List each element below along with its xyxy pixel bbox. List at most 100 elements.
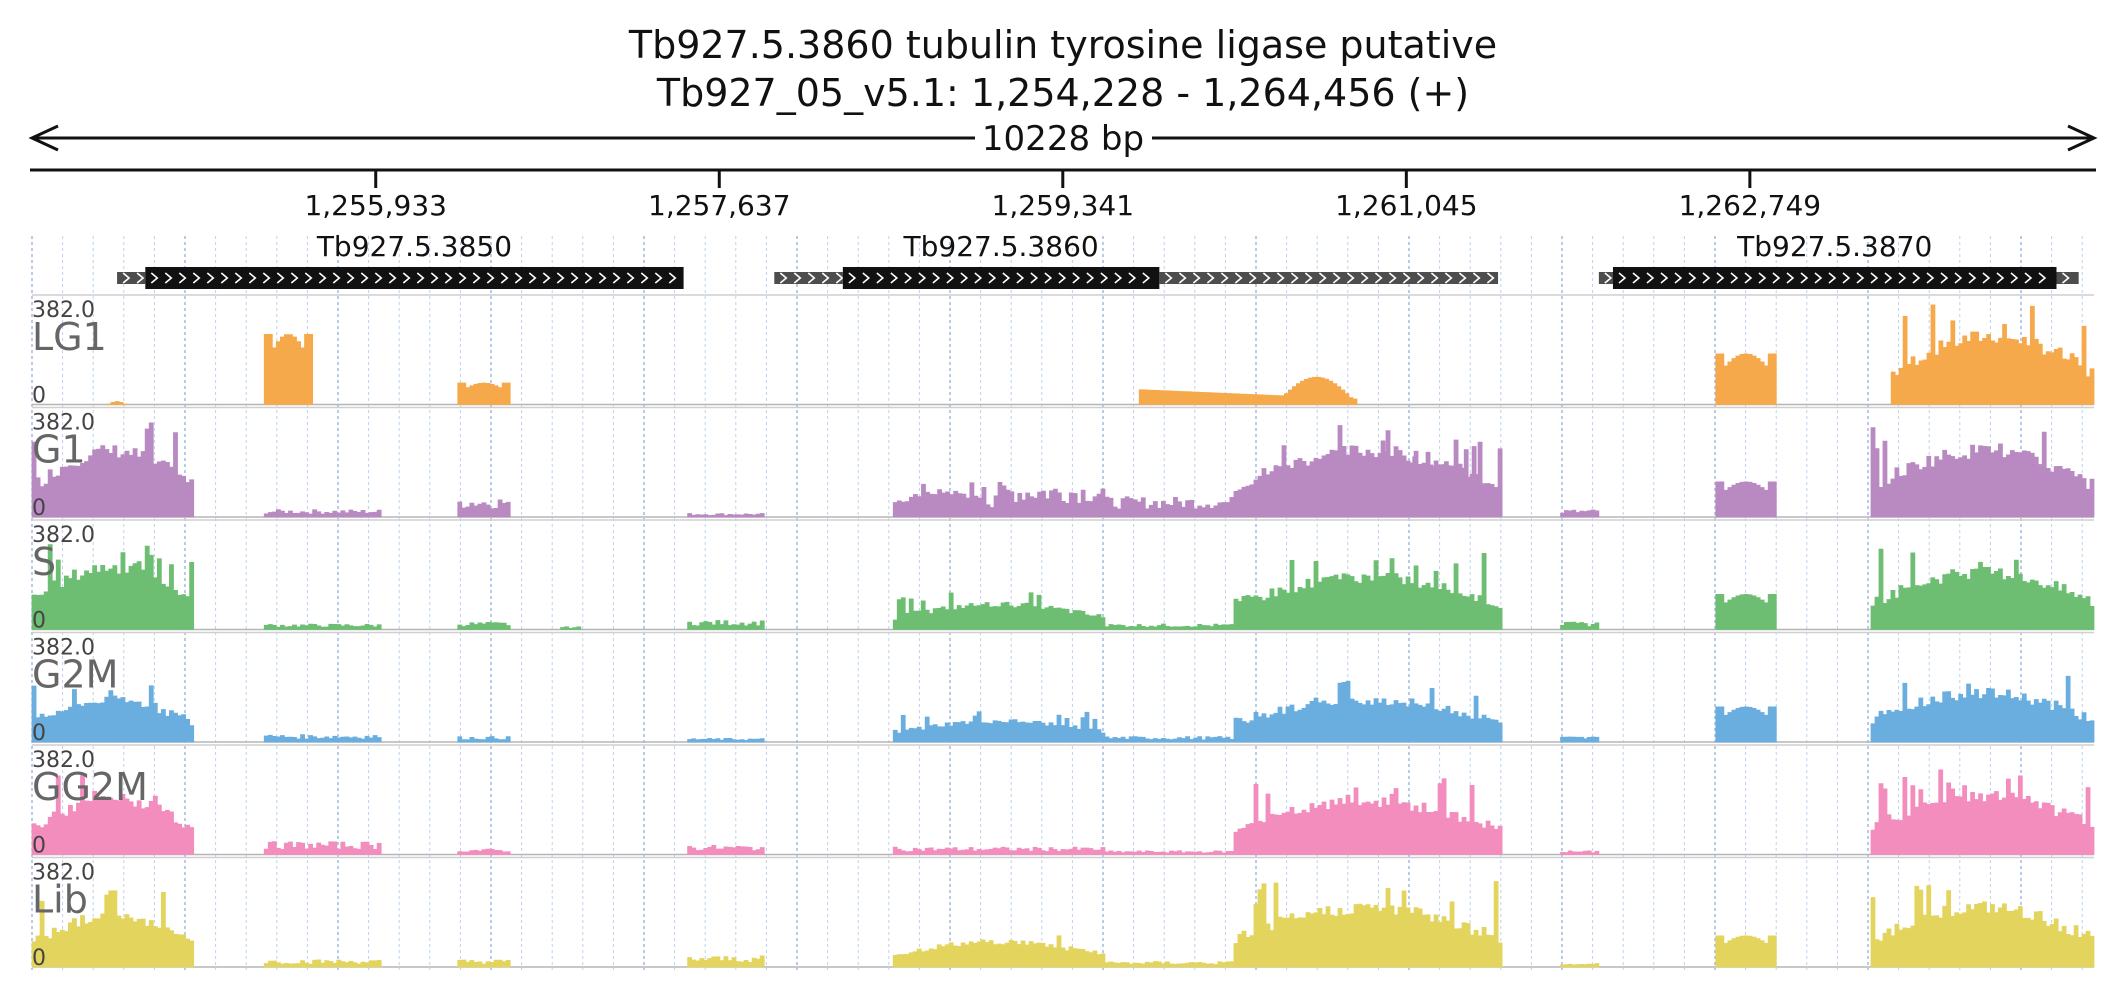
ruler-ticks: 1,255,933 1,257,637 1,259,341 1,261,045 1,26… — [304, 170, 1821, 222]
strand-chevron-icon — [848, 272, 857, 284]
strand-chevron-icon — [556, 272, 565, 284]
coverage-tracks: 382.00LG1382.00G1382.00S382.00G2M382.00G… — [31, 294, 2095, 971]
gene-label: Tb927.5.3870 — [1736, 230, 1932, 263]
coverage-area — [1870, 548, 2095, 630]
strand-chevron-icon — [1660, 272, 1669, 284]
coverage-area — [892, 482, 995, 518]
track-name-label: G1 — [32, 428, 86, 472]
strand-chevron-icon — [164, 272, 173, 284]
strand-chevron-icon — [1002, 272, 1011, 284]
coverage-area — [1560, 509, 1600, 518]
strand-chevron-icon — [890, 272, 899, 284]
strand-chevron-icon — [1604, 272, 1613, 284]
track-gg2m: 382.0 0 GG2M — [31, 744, 2095, 859]
strand-chevron-icon — [1486, 272, 1495, 284]
strand-chevron-icon — [304, 272, 313, 284]
arrow-right-icon — [2067, 124, 2098, 152]
strand-chevron-icon — [1800, 272, 1809, 284]
gene-model[interactable]: Tb927.5.3860 — [774, 230, 1499, 289]
coverage-area — [263, 959, 382, 968]
track-min-label: 0 — [32, 609, 46, 634]
strand-chevron-icon — [1856, 272, 1865, 284]
tick-label: 1,257,637 — [648, 189, 791, 222]
track-name-label: LG1 — [32, 315, 107, 359]
gene-model[interactable]: Tb927.5.3870 — [1598, 230, 2079, 289]
coverage-area — [31, 422, 195, 518]
coverage-area — [1104, 736, 1235, 743]
coverage-area — [457, 848, 511, 855]
coverage-area — [1870, 769, 2095, 855]
strand-chevron-icon — [444, 272, 453, 284]
strand-chevron-icon — [1982, 272, 1991, 284]
gene-model[interactable]: Tb927.5.3850 — [117, 230, 684, 289]
track-min-label: 0 — [32, 384, 46, 409]
strand-chevron-icon — [1220, 272, 1229, 284]
strand-chevron-icon — [1262, 272, 1271, 284]
strand-chevron-icon — [1674, 272, 1683, 284]
coverage-area — [1870, 427, 2095, 518]
strand-chevron-icon — [1030, 272, 1039, 284]
utr5-block — [117, 272, 146, 284]
strand-chevron-icon — [654, 272, 663, 284]
strand-chevron-icon — [974, 272, 983, 284]
strand-chevron-icon — [1016, 272, 1025, 284]
strand-chevron-icon — [1318, 272, 1327, 284]
strand-chevron-icon — [332, 272, 341, 284]
coverage-area — [1715, 481, 1777, 518]
coverage-area — [687, 620, 765, 630]
strand-chevron-icon — [904, 272, 913, 284]
strand-chevron-icon — [1276, 272, 1285, 284]
strand-chevron-icon — [290, 272, 299, 284]
strand-chevron-icon — [1430, 272, 1439, 284]
coverage-area — [1104, 850, 1235, 855]
coverage-area — [892, 935, 1106, 968]
track-name-label: G2M — [32, 653, 118, 697]
strand-chevron-icon — [793, 272, 802, 284]
cds-block — [145, 267, 684, 289]
coverage-area — [31, 890, 195, 968]
strand-chevron-icon — [1884, 272, 1893, 284]
strand-chevron-icon — [1086, 272, 1095, 284]
strand-chevron-icon — [640, 272, 649, 284]
figure-title: Tb927.5.3860 tubulin tyrosine ligase put… — [628, 23, 1497, 67]
strand-chevron-icon — [1290, 272, 1299, 284]
track-g2m: 382.0 0 G2M — [31, 631, 2095, 746]
strand-chevron-icon — [960, 272, 969, 284]
utr3-block — [1159, 272, 1499, 284]
strand-chevron-icon — [122, 272, 131, 284]
coverage-area — [31, 775, 195, 855]
strand-chevron-icon — [1926, 272, 1935, 284]
strand-chevron-icon — [1142, 272, 1151, 284]
strand-chevron-icon — [472, 272, 481, 284]
strand-chevron-icon — [402, 272, 411, 284]
strand-chevron-icon — [1388, 272, 1397, 284]
strand-chevron-icon — [584, 272, 593, 284]
tick-label: 1,261,045 — [1335, 189, 1478, 222]
coverage-area — [1870, 885, 2095, 968]
coverage-area — [457, 736, 511, 743]
coverage-area — [1104, 496, 1235, 518]
strand-chevron-icon — [318, 272, 327, 284]
track-min-label: 0 — [32, 946, 46, 971]
track-lib: 382.0 0 Lib — [31, 856, 2095, 971]
coverage-area — [687, 955, 765, 968]
strand-chevron-icon — [1618, 272, 1627, 284]
coverage-area — [993, 482, 1106, 518]
coverage-area — [1104, 623, 1235, 630]
strand-chevron-icon — [276, 272, 285, 284]
strand-chevron-icon — [416, 272, 425, 284]
coverage-area — [1715, 353, 1777, 405]
strand-chevron-icon — [1632, 272, 1641, 284]
figure-subtitle: Tb927_05_v5.1: 1,254,228 - 1,264,456 (+) — [656, 71, 1469, 115]
strand-chevron-icon — [1206, 272, 1215, 284]
strand-chevron-icon — [1458, 272, 1467, 284]
strand-chevron-icon — [2038, 272, 2047, 284]
span-arrow — [28, 124, 2098, 152]
coverage-area — [1890, 304, 2095, 405]
coverage-area — [263, 623, 382, 630]
track-min-label: 0 — [32, 834, 46, 859]
strand-chevron-icon — [262, 272, 271, 284]
strand-chevron-icon — [946, 272, 955, 284]
strand-chevron-icon — [821, 272, 830, 284]
strand-chevron-icon — [1912, 272, 1921, 284]
